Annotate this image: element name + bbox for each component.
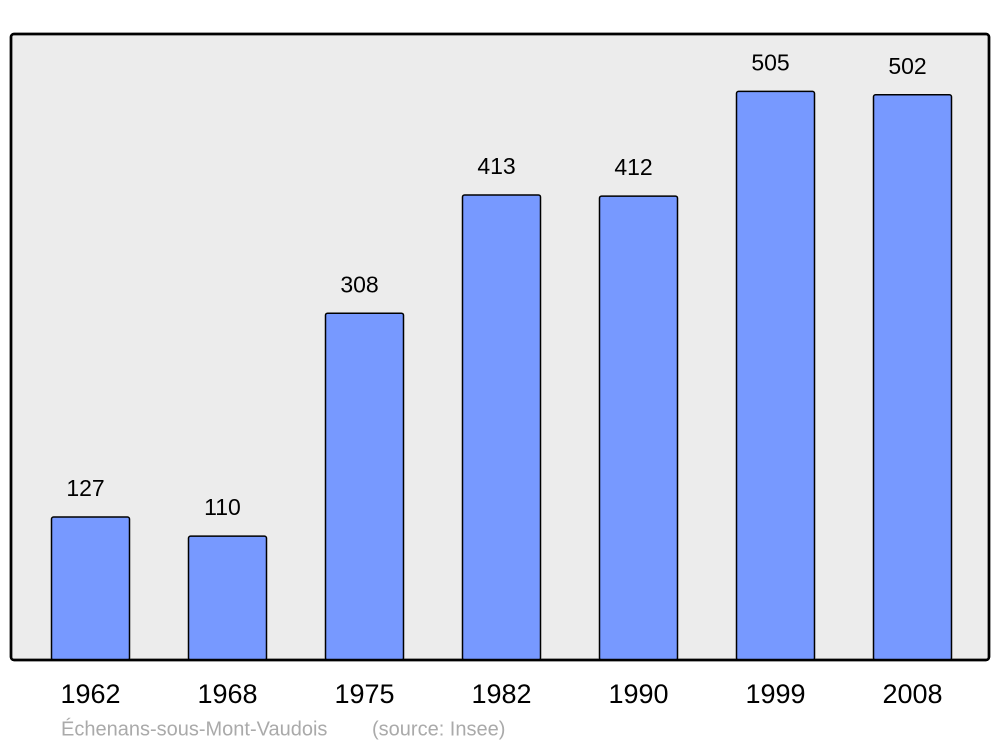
value-label: 413 [477, 153, 515, 179]
bar [872, 94, 953, 661]
bar [187, 535, 268, 661]
value-label: 412 [614, 154, 652, 180]
x-tick-label: 1975 [334, 679, 394, 709]
caption: Échenans-sous-Mont-Vaudois [61, 717, 327, 740]
value-label: 110 [204, 494, 241, 520]
x-tick-label: 1962 [60, 679, 120, 709]
value-label: 505 [751, 49, 789, 75]
x-tick-label: 1990 [608, 679, 668, 709]
x-tick-label: 2008 [882, 679, 942, 709]
bar [324, 312, 405, 661]
bar [598, 195, 679, 661]
bar [735, 90, 816, 661]
x-tick-label: 1999 [745, 679, 805, 709]
x-tick-label: 1982 [471, 679, 531, 709]
x-tick-label: 1968 [197, 679, 257, 709]
source: (source: Insee) [372, 718, 505, 740]
bar [461, 194, 542, 661]
value-label: 502 [888, 53, 926, 79]
value-label: 127 [66, 475, 104, 501]
plot-area [9, 32, 991, 662]
value-label: 308 [340, 271, 378, 297]
bar [50, 516, 131, 661]
